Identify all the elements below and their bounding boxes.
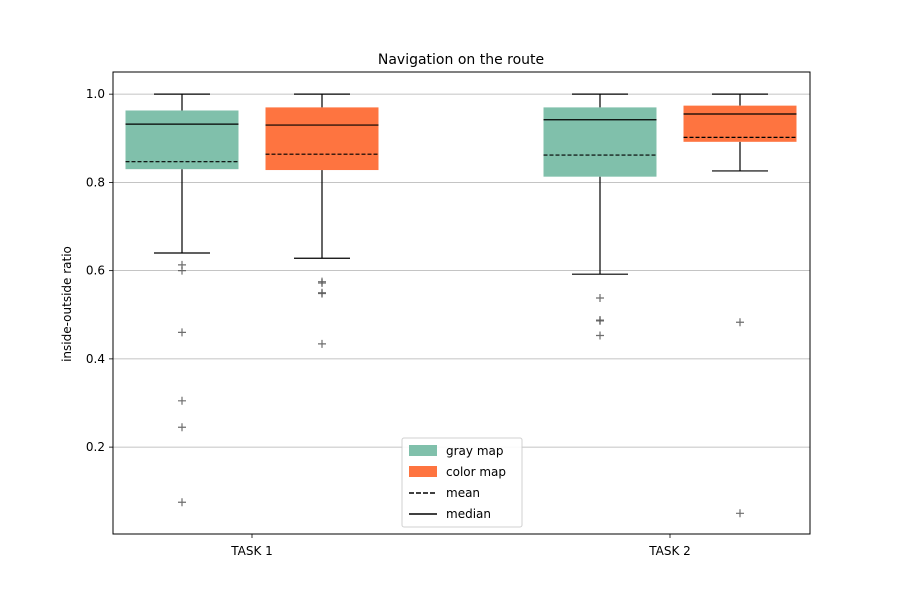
box-body — [683, 105, 797, 142]
x-tick-label: TASK 1 — [230, 544, 273, 558]
y-tick-label: 0.6 — [86, 264, 105, 278]
box-1-0 — [265, 93, 379, 348]
box-body — [265, 107, 379, 171]
y-tick-label: 0.4 — [86, 352, 105, 366]
outlier-point — [318, 278, 326, 287]
legend-label: gray map — [446, 444, 503, 458]
legend-swatch — [409, 466, 437, 477]
legend: gray map color map mean median — [401, 437, 523, 528]
outlier-point — [736, 509, 744, 518]
legend-label: mean — [446, 486, 480, 500]
outlier-point — [596, 293, 604, 302]
axes-frame — [112, 71, 811, 535]
chart-title: Navigation on the route — [378, 52, 544, 68]
outlier-point — [178, 266, 186, 275]
outlier-point — [318, 289, 326, 298]
outlier-point — [178, 396, 186, 405]
outlier-point — [178, 498, 186, 507]
legend-label: color map — [446, 465, 506, 479]
x-tick-label: TASK 2 — [648, 544, 691, 558]
outlier-point — [596, 331, 604, 340]
legend-frame — [401, 437, 523, 528]
outlier-point — [736, 318, 744, 327]
legend-swatch — [409, 445, 437, 456]
legend-label: median — [446, 507, 491, 521]
box-1-1 — [683, 93, 797, 518]
outlier-point — [318, 339, 326, 348]
plot-area: 0.2 0.4 0.6 0.8 1.0 TASK 1 TASK 2 gray map color… — [86, 71, 811, 558]
box-0-1 — [543, 93, 657, 340]
y-tick-label: 0.8 — [86, 175, 105, 189]
outlier-point — [178, 423, 186, 432]
box-body — [543, 107, 657, 177]
y-axis-label: inside-outside ratio — [60, 246, 74, 362]
y-tick-label: 0.2 — [86, 440, 105, 454]
box-body — [125, 110, 239, 170]
outlier-point — [596, 316, 604, 325]
y-tick-label: 1.0 — [86, 87, 105, 101]
outlier-point — [178, 328, 186, 337]
box-0-0 — [125, 93, 239, 507]
